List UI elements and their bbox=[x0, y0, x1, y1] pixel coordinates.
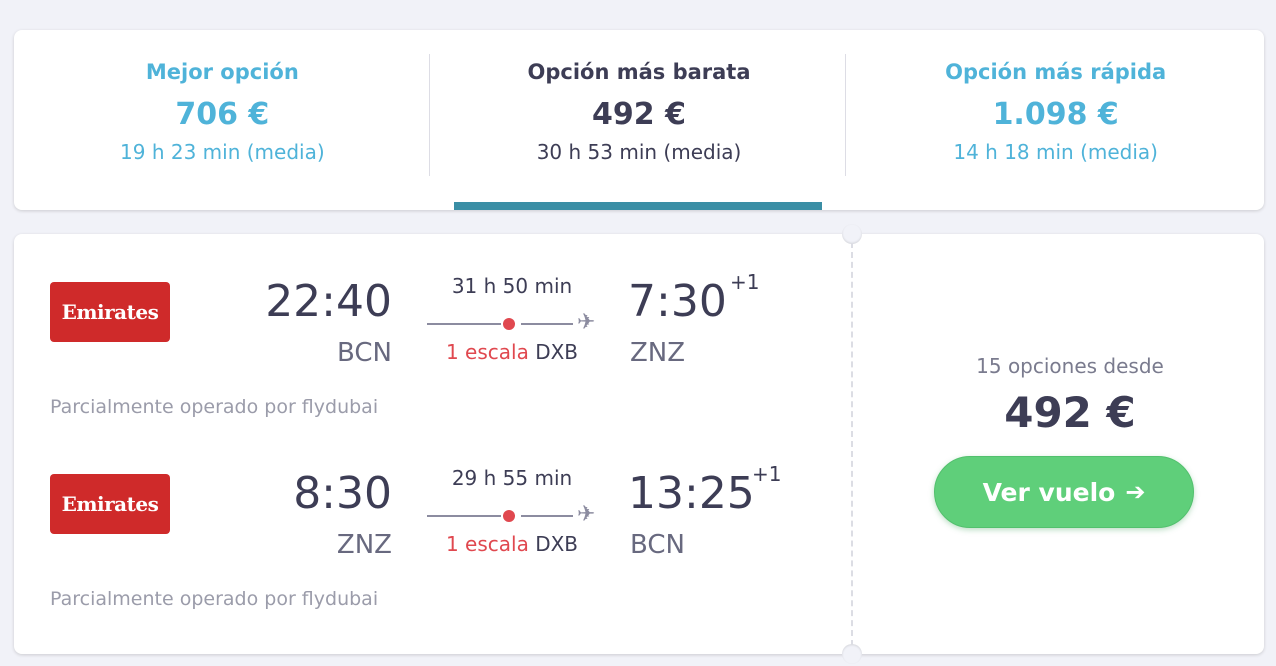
price: 492 € bbox=[1004, 388, 1136, 437]
stops-info: 1 escala DXB bbox=[427, 340, 597, 364]
airline-logo: Emirates bbox=[50, 282, 170, 342]
tab-fastest[interactable]: Opción más rápida 1.098 € 14 h 18 min (m… bbox=[847, 30, 1264, 210]
arrival-airport: ZNZ bbox=[630, 338, 686, 368]
flight-duration: 31 h 50 min bbox=[451, 274, 573, 298]
arrow-right-icon: ➔ bbox=[1125, 478, 1146, 506]
tab-cheapest[interactable]: Opción más barata 492 € 30 h 53 min (med… bbox=[431, 30, 848, 210]
outbound-leg: Emirates 22:40 BCN 31 h 50 min ✈ 1 escal… bbox=[14, 234, 834, 418]
ticket-notch bbox=[842, 224, 862, 244]
tab-best[interactable]: Mejor opción 706 € 19 h 23 min (media) bbox=[14, 30, 431, 210]
plane-icon: ✈ bbox=[577, 310, 596, 335]
tab-title: Opción más rápida bbox=[945, 60, 1167, 84]
tab-price: 706 € bbox=[175, 97, 270, 132]
stops-count: 1 escala bbox=[445, 340, 529, 364]
stops-info: 1 escala DXB bbox=[427, 532, 597, 556]
return-leg: Emirates 8:30 ZNZ 29 h 55 min ✈ 1 escala… bbox=[14, 426, 834, 610]
flight-duration: 29 h 55 min bbox=[451, 466, 573, 490]
sort-tabs: Mejor opción 706 € 19 h 23 min (media) O… bbox=[14, 30, 1264, 210]
stop-dot bbox=[503, 318, 515, 330]
tab-price: 1.098 € bbox=[992, 97, 1119, 132]
departure-time: 8:30 bbox=[293, 468, 392, 519]
operated-by: Parcialmente operado por flydubai bbox=[50, 588, 379, 610]
tab-title: Opción más barata bbox=[527, 60, 751, 84]
tab-duration: 30 h 53 min (media) bbox=[536, 140, 742, 164]
stop-airport: DXB bbox=[535, 532, 579, 556]
view-flight-label: Ver vuelo bbox=[982, 477, 1116, 507]
tab-title: Mejor opción bbox=[145, 60, 299, 84]
airline-logo: Emirates bbox=[50, 474, 170, 534]
tab-divider bbox=[429, 54, 430, 176]
ticket-divider bbox=[851, 242, 853, 646]
route-line: ✈ bbox=[427, 503, 597, 527]
route-line: ✈ bbox=[427, 311, 597, 335]
tab-price: 492 € bbox=[592, 97, 686, 132]
plane-icon: ✈ bbox=[577, 502, 596, 527]
flight-result-card[interactable]: Emirates 22:40 BCN 31 h 50 min ✈ 1 escal… bbox=[14, 224, 1264, 664]
stops-count: 1 escala bbox=[445, 532, 529, 556]
arrival-time: 7:30 bbox=[628, 276, 727, 327]
arrival-time: 13:25 bbox=[628, 468, 755, 519]
stop-airport: DXB bbox=[535, 340, 579, 364]
stop-dot bbox=[503, 510, 515, 522]
options-count: 15 opciones desde bbox=[976, 354, 1164, 378]
operated-by: Parcialmente operado por flydubai bbox=[50, 396, 379, 418]
departure-airport: BCN bbox=[337, 338, 392, 368]
day-offset: +1 bbox=[730, 270, 760, 294]
tab-duration: 14 h 18 min (media) bbox=[953, 140, 1158, 164]
view-flight-button[interactable]: Ver vuelo ➔ bbox=[934, 456, 1194, 528]
day-offset: +1 bbox=[752, 462, 782, 486]
tab-duration: 19 h 23 min (media) bbox=[120, 140, 325, 164]
departure-time: 22:40 bbox=[265, 276, 392, 327]
tab-divider bbox=[845, 54, 846, 176]
active-tab-indicator bbox=[454, 202, 822, 210]
ticket-notch bbox=[842, 644, 862, 664]
departure-airport: ZNZ bbox=[336, 530, 392, 560]
arrival-airport: BCN bbox=[630, 530, 685, 560]
